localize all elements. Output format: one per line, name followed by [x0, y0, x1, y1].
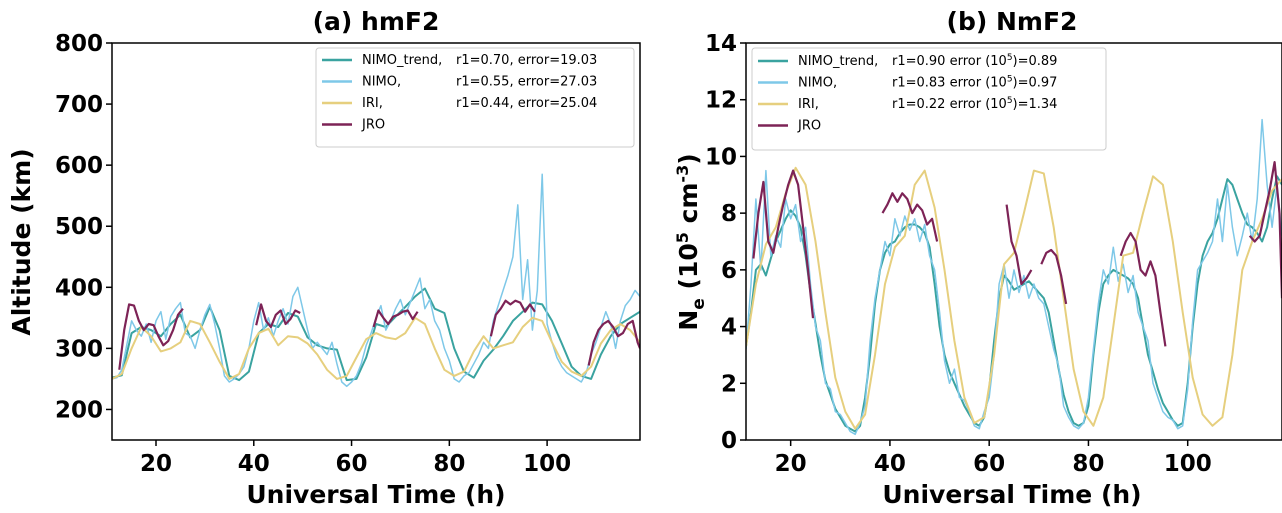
series-line-jro [1119, 231, 1167, 347]
series-line-iri [746, 166, 1282, 430]
y-axis-label-b-text: Ne (105 cm-3) [673, 153, 709, 330]
x-tick-label: 100 [1164, 451, 1212, 477]
x-tick-label: 40 [238, 451, 270, 477]
panel-nmf2: (b) NmF2 20 40 60 80 100 0 2 4 6 8 10 12 14 Univers… [673, 7, 1282, 509]
y-tick-label: 2 [721, 371, 737, 397]
y-tick-label: 12 [705, 88, 737, 114]
legend-box-b [751, 47, 1107, 151]
legend-stats: r1=0.70, error=19.03 [456, 53, 597, 68]
x-axis-label-a: Universal Time (h) [246, 480, 505, 509]
y-tick-label: 0 [721, 428, 737, 454]
legend-a: NIMO_trend, r1=0.70, error=19.03 NIMO, r1=0… [315, 47, 635, 148]
y-tick-label: 700 [55, 92, 103, 118]
y-ticks-b: 0 2 4 6 8 10 12 14 [705, 31, 746, 454]
x-tick-label: 60 [973, 451, 1005, 477]
chart-title-b: (b) NmF2 [947, 7, 1078, 36]
x-tick-label: 20 [775, 451, 807, 477]
y-tick-label: 4 [721, 315, 737, 341]
panel-hmf2: (a) hmF2 20 40 60 80 100 200 300 400 500 600 700 8… [7, 7, 641, 509]
legend-label: NIMO_trend, [362, 53, 442, 68]
series-line-jro [489, 299, 536, 337]
legend-label: JRO [361, 118, 385, 133]
legend-label: IRI, [798, 97, 819, 112]
x-tick-label: 20 [140, 451, 172, 477]
y-tick-label: 400 [55, 275, 103, 301]
series-line-jro [118, 303, 184, 370]
legend-label: NIMO, [798, 76, 837, 91]
legend-b: NIMO_trend, r1=0.90 error (105)=0.89 NIMO,… [751, 47, 1107, 151]
y-tick-label: 14 [705, 31, 737, 57]
series-line-jro [752, 169, 815, 319]
x-axis-label-b: Universal Time (h) [882, 480, 1141, 509]
series-line-jro [1248, 161, 1282, 299]
series-line-jro [1040, 248, 1068, 305]
legend-stats: r1=0.55, error=27.03 [456, 75, 597, 90]
plot-frame-b [745, 42, 1282, 441]
legend-stats: r1=0.83 error (105)=0.97 [892, 75, 1057, 91]
x-tick-label: 80 [433, 451, 465, 477]
series-line-nimo [112, 173, 640, 388]
legend-box-a [315, 47, 635, 148]
series-line-jro [255, 303, 301, 329]
series-line-nimotrend [746, 175, 1282, 433]
y-axis-label-b: Ne (105 cm-3) [673, 153, 709, 330]
series-line-nimo [746, 118, 1282, 436]
legend-label: NIMO, [362, 75, 401, 90]
y-tick-label: 500 [55, 214, 103, 240]
series-line-jro [1005, 204, 1033, 286]
y-axis-label-a: Altitude (km) [7, 148, 36, 335]
series-line-jro [881, 192, 939, 242]
y-tick-label: 8 [721, 201, 737, 227]
y-tick-label: 10 [705, 144, 737, 170]
chart-title-a: (a) hmF2 [313, 7, 440, 36]
plot-lines-b [746, 118, 1282, 436]
series-line-jro [587, 319, 640, 366]
x-ticks-b: 20 40 60 80 100 [775, 440, 1212, 477]
y-tick-label: 600 [55, 153, 103, 179]
legend-label: JRO [797, 119, 821, 134]
series-line-iri [112, 316, 640, 380]
legend-label: NIMO_trend, [798, 54, 878, 69]
legend-stats: r1=0.90 error (105)=0.89 [892, 53, 1057, 69]
plot-lines-a [112, 173, 640, 388]
x-tick-label: 100 [523, 451, 571, 477]
legend-label: IRI, [362, 96, 383, 111]
y-tick-label: 300 [55, 336, 103, 362]
y-tick-label: 800 [55, 31, 103, 57]
legend-stats: r1=0.44, error=25.04 [456, 96, 597, 111]
plot-frame-a [111, 42, 641, 441]
y-ticks-a: 200 300 400 500 600 700 800 [55, 31, 112, 423]
x-tick-label: 40 [874, 451, 906, 477]
x-tick-label: 80 [1072, 451, 1104, 477]
legend-stats: r1=0.22 error (105)=1.34 [892, 96, 1057, 112]
x-ticks-a: 20 40 60 80 100 [140, 440, 571, 477]
y-tick-label: 200 [55, 397, 103, 423]
series-line-jro [372, 309, 419, 328]
x-tick-label: 60 [336, 451, 368, 477]
y-tick-label: 6 [721, 258, 737, 284]
